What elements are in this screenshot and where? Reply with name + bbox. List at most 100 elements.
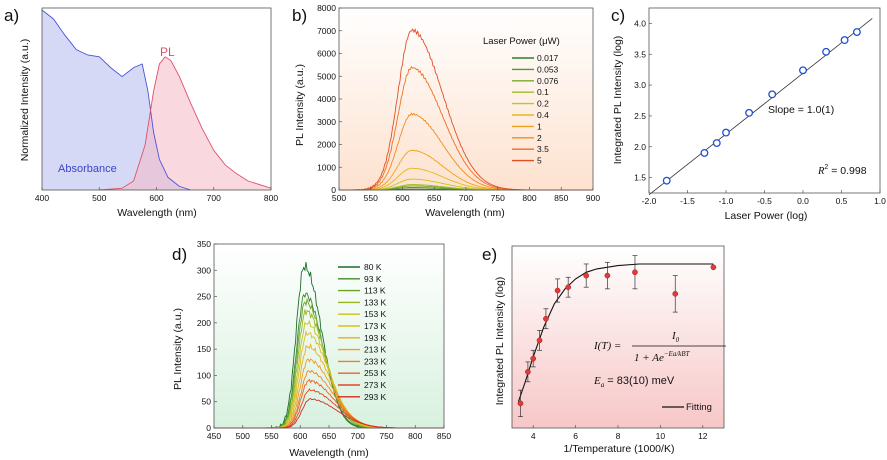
- fitting-legend-label: Fitting: [686, 402, 712, 413]
- legend-label-2: 2: [537, 133, 542, 143]
- x-tick-label: 4: [531, 431, 536, 441]
- fit-curve: [517, 263, 714, 402]
- legend-label-0.1: 0.1: [537, 87, 549, 97]
- x-tick-label: 650: [322, 431, 336, 441]
- slope-annotation: Slope = 1.0(1): [768, 104, 834, 116]
- legend-label-93 K: 93 K: [364, 274, 382, 284]
- y-tick-label: 250: [197, 292, 211, 302]
- legend-label-173 K: 173 K: [364, 321, 387, 331]
- equation-numerator-sub: 0: [676, 336, 680, 344]
- absorbance-line: [41, 9, 191, 191]
- panel-c-xlabel: Laser Power (log): [725, 210, 808, 222]
- legend-label-0.017: 0.017: [537, 53, 559, 63]
- y-tick-label: 4000: [317, 94, 336, 104]
- data-point: [604, 272, 611, 279]
- y-tick-label: 150: [197, 344, 211, 354]
- panel-a-xlabel: Wavelength (nm): [117, 207, 197, 219]
- legend-label-0.053: 0.053: [537, 64, 559, 74]
- panel-a: a) Normalized Intensity (a.u.) Wavelengt…: [4, 6, 278, 219]
- x-tick-label: 700: [207, 193, 221, 203]
- x-tick-label: 500: [332, 193, 346, 203]
- y-tick-label: 1.5: [634, 173, 646, 183]
- activation-energy: Ea = 83(10) meV: [593, 375, 675, 389]
- x-tick-label: -2.0: [642, 196, 657, 206]
- x-tick-label: 800: [264, 193, 278, 203]
- x-tick-label: 700: [351, 431, 365, 441]
- x-tick-label: 600: [149, 193, 163, 203]
- y-tick-label: 3.0: [634, 80, 646, 90]
- data-point: [712, 139, 721, 147]
- data-point: [662, 176, 671, 185]
- panel-b-label: b): [292, 6, 307, 25]
- data-point: [536, 337, 543, 344]
- panel-d-label: d): [172, 245, 187, 264]
- legend-label-0.2: 0.2: [537, 99, 549, 109]
- y-tick-label: 7000: [317, 26, 336, 36]
- panel-e-xlabel: 1/Temperature (1000/K): [564, 443, 675, 455]
- legend-label-80 K: 80 K: [364, 262, 382, 272]
- x-tick-label: -0.5: [757, 196, 772, 206]
- equation-denominator: 1 + Ae−Ea/kBT: [634, 350, 691, 364]
- equation-numerator: I0: [671, 330, 680, 344]
- x-tick-label: 600: [293, 431, 307, 441]
- data-point: [672, 290, 679, 297]
- y-tick-label: 1000: [317, 162, 336, 172]
- pl-line: [99, 56, 272, 191]
- panel-a-ylabel: Normalized Intensity (a.u.): [19, 39, 31, 162]
- equation-numerator-symbol: I: [671, 330, 677, 342]
- legend-label-113 K: 113 K: [364, 286, 386, 296]
- x-tick-label: 12: [698, 431, 708, 441]
- y-tick-label: 200: [197, 318, 211, 328]
- data-point: [768, 90, 777, 99]
- equation-exponent: −Ea/kBT: [664, 350, 691, 358]
- x-tick-label: 600: [395, 193, 409, 203]
- panel-a-xticks: 400 500 600 700 800: [35, 187, 278, 203]
- y-tick-label: 0: [206, 423, 211, 433]
- panel-b-legend-title: Laser Power (μW): [483, 36, 560, 47]
- x-tick-label: 1.0: [874, 196, 886, 206]
- arrhenius-equation: I(T) = I0 1 + Ae−Ea/kBT: [593, 330, 726, 364]
- data-point: [530, 355, 537, 362]
- x-tick-label: 850: [437, 431, 451, 441]
- x-tick-label: 550: [264, 431, 278, 441]
- x-tick-label: 650: [427, 193, 441, 203]
- panel-b-xlabel: Wavelength (nm): [425, 207, 505, 219]
- legend-label-3.5: 3.5: [537, 144, 549, 154]
- pl-label: PL: [160, 45, 175, 59]
- data-point: [722, 128, 730, 137]
- absorbance-label: Absorbance: [58, 163, 117, 175]
- y-tick-label: 3000: [317, 117, 336, 127]
- panel-e-plot: 4 6 8 10 12: [511, 245, 725, 441]
- y-tick-label: 2.5: [634, 111, 646, 121]
- panel-d: d) PL Intensity (a.u.) Wavelength (nm) 4…: [172, 239, 451, 459]
- legend-label-193 K: 193 K: [364, 333, 387, 343]
- x-tick-label: 8: [616, 431, 621, 441]
- x-tick-label: 0.5: [836, 196, 848, 206]
- x-tick-label: 800: [522, 193, 536, 203]
- x-tick-label: 550: [364, 193, 378, 203]
- x-tick-label: 750: [491, 193, 505, 203]
- panel-c-plot: -2.0 -1.5 -1.0 -0.5 0.0 0.5 1.0 1.5 2.0 2.5 3.0 3.5…: [634, 7, 886, 206]
- x-tick-label: 750: [379, 431, 393, 441]
- legend-label-5: 5: [537, 156, 542, 166]
- r2-value: = 0.998: [828, 165, 866, 177]
- ea-value: = 83(10) meV: [604, 375, 675, 387]
- x-tick-label: 450: [207, 431, 221, 441]
- r2-annotation: R2 = 0.998: [817, 164, 867, 177]
- panel-e: e) Integrated PL Intensity (log) 1/Tempe…: [482, 245, 726, 455]
- data-point: [745, 108, 754, 117]
- equation-denominator-base: 1 + Ae: [634, 352, 664, 364]
- y-tick-label: 300: [197, 265, 211, 275]
- x-tick-label: -1.0: [719, 196, 734, 206]
- y-tick-label: 4.0: [634, 18, 646, 28]
- data-point: [632, 269, 638, 276]
- panel-e-background: [512, 246, 724, 428]
- y-tick-label: 100: [197, 370, 211, 380]
- y-tick-label: 3.5: [634, 49, 646, 59]
- y-tick-label: 0: [331, 185, 336, 195]
- legend-label-0.076: 0.076: [537, 76, 559, 86]
- y-tick-label: 50: [202, 397, 212, 407]
- x-tick-label: 850: [554, 193, 568, 203]
